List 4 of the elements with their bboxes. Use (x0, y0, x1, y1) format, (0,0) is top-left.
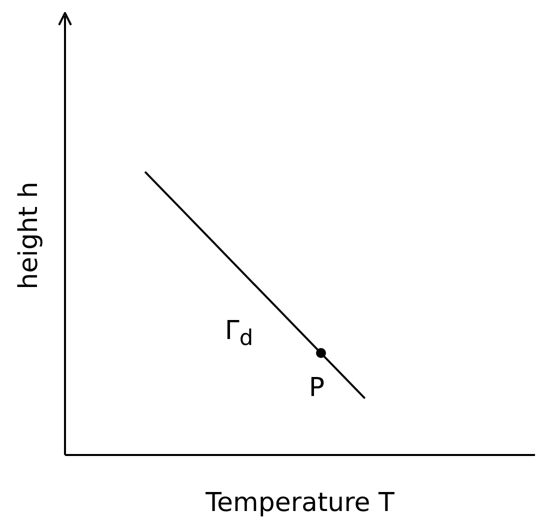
y-axis-title: height h (14, 182, 44, 290)
annotation: P (308, 373, 325, 404)
annotation: Γ$_{d}$ (224, 316, 254, 351)
x-axis-title: Temperature T (204, 488, 395, 518)
